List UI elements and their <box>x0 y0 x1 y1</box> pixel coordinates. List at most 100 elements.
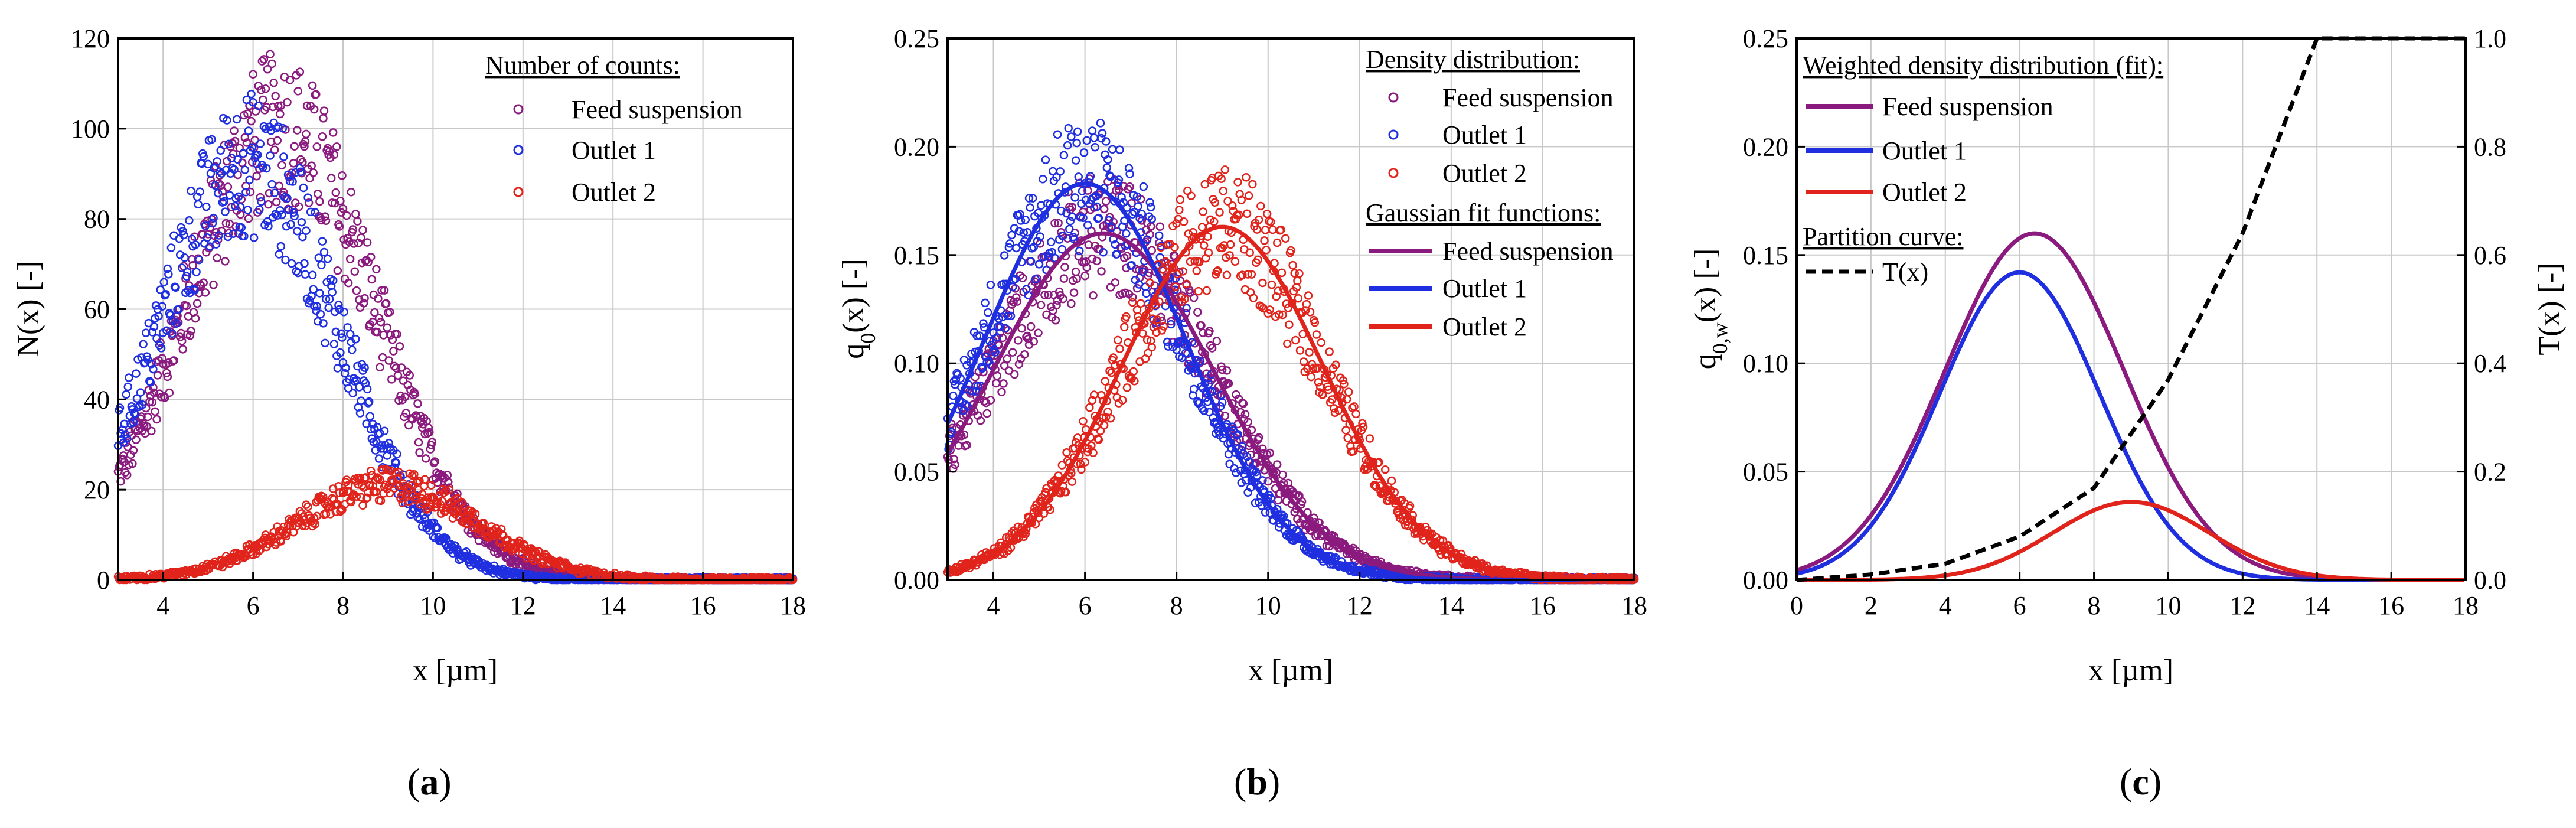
data-point <box>1317 338 1325 347</box>
data-point <box>1122 312 1131 321</box>
data-point <box>194 200 203 209</box>
data-point <box>122 390 130 399</box>
x-tick-label: 12 <box>2229 591 2255 620</box>
data-point <box>1209 413 1217 422</box>
data-point <box>1365 434 1374 443</box>
data-point <box>345 330 355 339</box>
data-point <box>355 383 364 392</box>
data-point <box>394 467 403 477</box>
data-point <box>420 475 429 484</box>
data-point <box>290 168 300 177</box>
data-point <box>1006 543 1016 552</box>
data-point <box>394 396 403 405</box>
data-point <box>1053 130 1062 139</box>
data-point <box>199 152 208 161</box>
data-point <box>397 363 406 372</box>
data-point <box>321 295 331 304</box>
data-point <box>1021 216 1030 224</box>
data-point <box>1092 202 1102 211</box>
x-tick-label: 18 <box>1621 591 1647 620</box>
data-point <box>156 344 166 353</box>
data-point <box>257 86 266 94</box>
data-point <box>360 294 369 303</box>
data-point <box>1121 288 1130 298</box>
data-point <box>159 278 168 286</box>
data-point <box>335 222 344 231</box>
data-point <box>1167 317 1176 326</box>
data-point <box>312 302 322 311</box>
data-point <box>1079 148 1089 157</box>
x-tick-label: 6 <box>2013 591 2026 620</box>
data-point <box>273 136 282 145</box>
data-point <box>335 488 344 497</box>
data-point <box>1080 271 1089 281</box>
data-point <box>341 363 350 372</box>
data-point <box>268 102 277 112</box>
data-point <box>1288 260 1297 270</box>
data-point <box>1086 172 1095 181</box>
data-point <box>195 187 204 196</box>
panel-b-legend-title: Density distribution: <box>1366 45 1580 74</box>
data-point <box>364 397 374 406</box>
data-point <box>207 135 216 144</box>
data-point <box>1258 278 1267 288</box>
data-point <box>311 208 320 217</box>
data-point <box>1199 406 1209 415</box>
data-point <box>233 155 242 164</box>
data-point <box>1034 260 1044 269</box>
x-tick-label: 16 <box>1530 591 1556 620</box>
data-point <box>1142 335 1152 344</box>
data-point <box>230 126 239 135</box>
data-point <box>204 159 213 169</box>
data-point <box>1372 482 1380 491</box>
data-point <box>175 332 185 341</box>
panel-label-a: (a) <box>407 761 452 803</box>
data-point <box>357 233 365 242</box>
data-point <box>979 367 988 377</box>
data-point <box>319 319 328 328</box>
data-point <box>302 101 312 110</box>
data-point <box>1197 223 1207 232</box>
fit-curve <box>1797 500 2464 582</box>
data-point <box>390 361 399 371</box>
data-point <box>224 229 233 238</box>
data-point <box>1088 396 1097 405</box>
data-point <box>1059 274 1069 283</box>
data-point <box>1056 167 1065 176</box>
data-point <box>1262 209 1272 219</box>
x-tick-label: 10 <box>420 591 446 620</box>
data-point <box>444 477 453 487</box>
data-point <box>1016 216 1026 225</box>
data-point <box>151 407 159 416</box>
data-point <box>1172 345 1181 354</box>
data-point <box>244 126 253 135</box>
data-point <box>415 448 424 457</box>
y-tick-label: 80 <box>84 205 110 234</box>
data-point <box>343 323 352 332</box>
data-point <box>1106 172 1115 181</box>
data-point <box>1183 186 1192 195</box>
data-point <box>1341 426 1350 435</box>
data-point <box>282 221 291 231</box>
data-point <box>1088 254 1097 263</box>
data-point <box>1101 377 1109 386</box>
data-point <box>1212 337 1222 345</box>
data-point <box>215 171 224 180</box>
data-point <box>1083 220 1092 230</box>
data-point <box>148 397 157 407</box>
data-point <box>1278 310 1287 320</box>
data-point <box>448 503 456 511</box>
data-point <box>1106 414 1115 423</box>
data-point <box>1252 471 1262 480</box>
data-point <box>1222 366 1232 375</box>
data-point <box>1282 299 1291 308</box>
data-point <box>317 260 326 269</box>
data-point <box>427 481 436 490</box>
legend-marker-outlet1 <box>1388 129 1399 140</box>
data-point <box>240 232 249 241</box>
data-point <box>395 342 404 351</box>
data-point <box>1067 299 1076 308</box>
data-point <box>1199 207 1207 216</box>
data-point <box>247 116 256 126</box>
